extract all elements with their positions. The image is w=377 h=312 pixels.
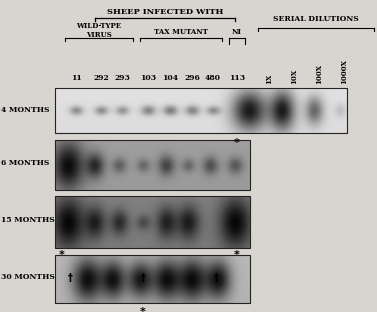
Text: WILD-TYPE
VIRUS: WILD-TYPE VIRUS	[77, 22, 121, 39]
Text: TAX MUTANT: TAX MUTANT	[154, 28, 208, 36]
Text: 30 MONTHS: 30 MONTHS	[1, 273, 55, 281]
Text: 293: 293	[114, 74, 130, 82]
Text: 10X: 10X	[290, 69, 298, 84]
Text: †: †	[67, 273, 72, 283]
Text: *: *	[234, 250, 240, 260]
Bar	[55, 196, 250, 248]
Text: 480: 480	[205, 74, 221, 82]
Bar	[55, 255, 250, 303]
Text: †: †	[141, 273, 146, 283]
Text: NI: NI	[232, 28, 242, 36]
Text: 15 MONTHS: 15 MONTHS	[1, 216, 55, 224]
Text: 104: 104	[162, 74, 178, 82]
Bar	[55, 88, 347, 133]
Text: SERIAL DILUTIONS: SERIAL DILUTIONS	[273, 15, 359, 23]
Text: 6 MONTHS: 6 MONTHS	[1, 159, 49, 167]
Text: 4 MONTHS: 4 MONTHS	[1, 106, 49, 114]
Text: 11: 11	[70, 74, 81, 82]
Text: *: *	[234, 138, 240, 148]
Text: 292: 292	[93, 74, 109, 82]
Text: *: *	[59, 250, 65, 260]
Bar	[55, 140, 250, 190]
Text: *: *	[140, 307, 146, 312]
Text: 113: 113	[229, 74, 245, 82]
Text: 1X: 1X	[265, 74, 273, 84]
Text: 103: 103	[140, 74, 156, 82]
Text: 296: 296	[184, 74, 200, 82]
Text: SHEEP INFECTED WITH: SHEEP INFECTED WITH	[107, 8, 223, 16]
Text: 1000X: 1000X	[340, 59, 348, 84]
Text: 100X: 100X	[315, 64, 323, 84]
Text: †: †	[213, 273, 218, 283]
